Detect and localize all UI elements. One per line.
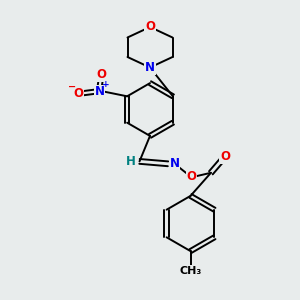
Text: O: O <box>187 170 197 184</box>
Text: N: N <box>94 85 104 98</box>
Text: H: H <box>126 155 135 168</box>
Text: N: N <box>169 157 180 170</box>
Text: N: N <box>145 61 155 74</box>
Text: O: O <box>73 87 83 100</box>
Text: +: + <box>102 80 110 89</box>
Text: O: O <box>96 68 106 81</box>
Text: O: O <box>145 20 155 34</box>
Text: O: O <box>220 150 230 163</box>
Text: −: − <box>68 82 76 92</box>
Text: CH₃: CH₃ <box>179 266 202 276</box>
